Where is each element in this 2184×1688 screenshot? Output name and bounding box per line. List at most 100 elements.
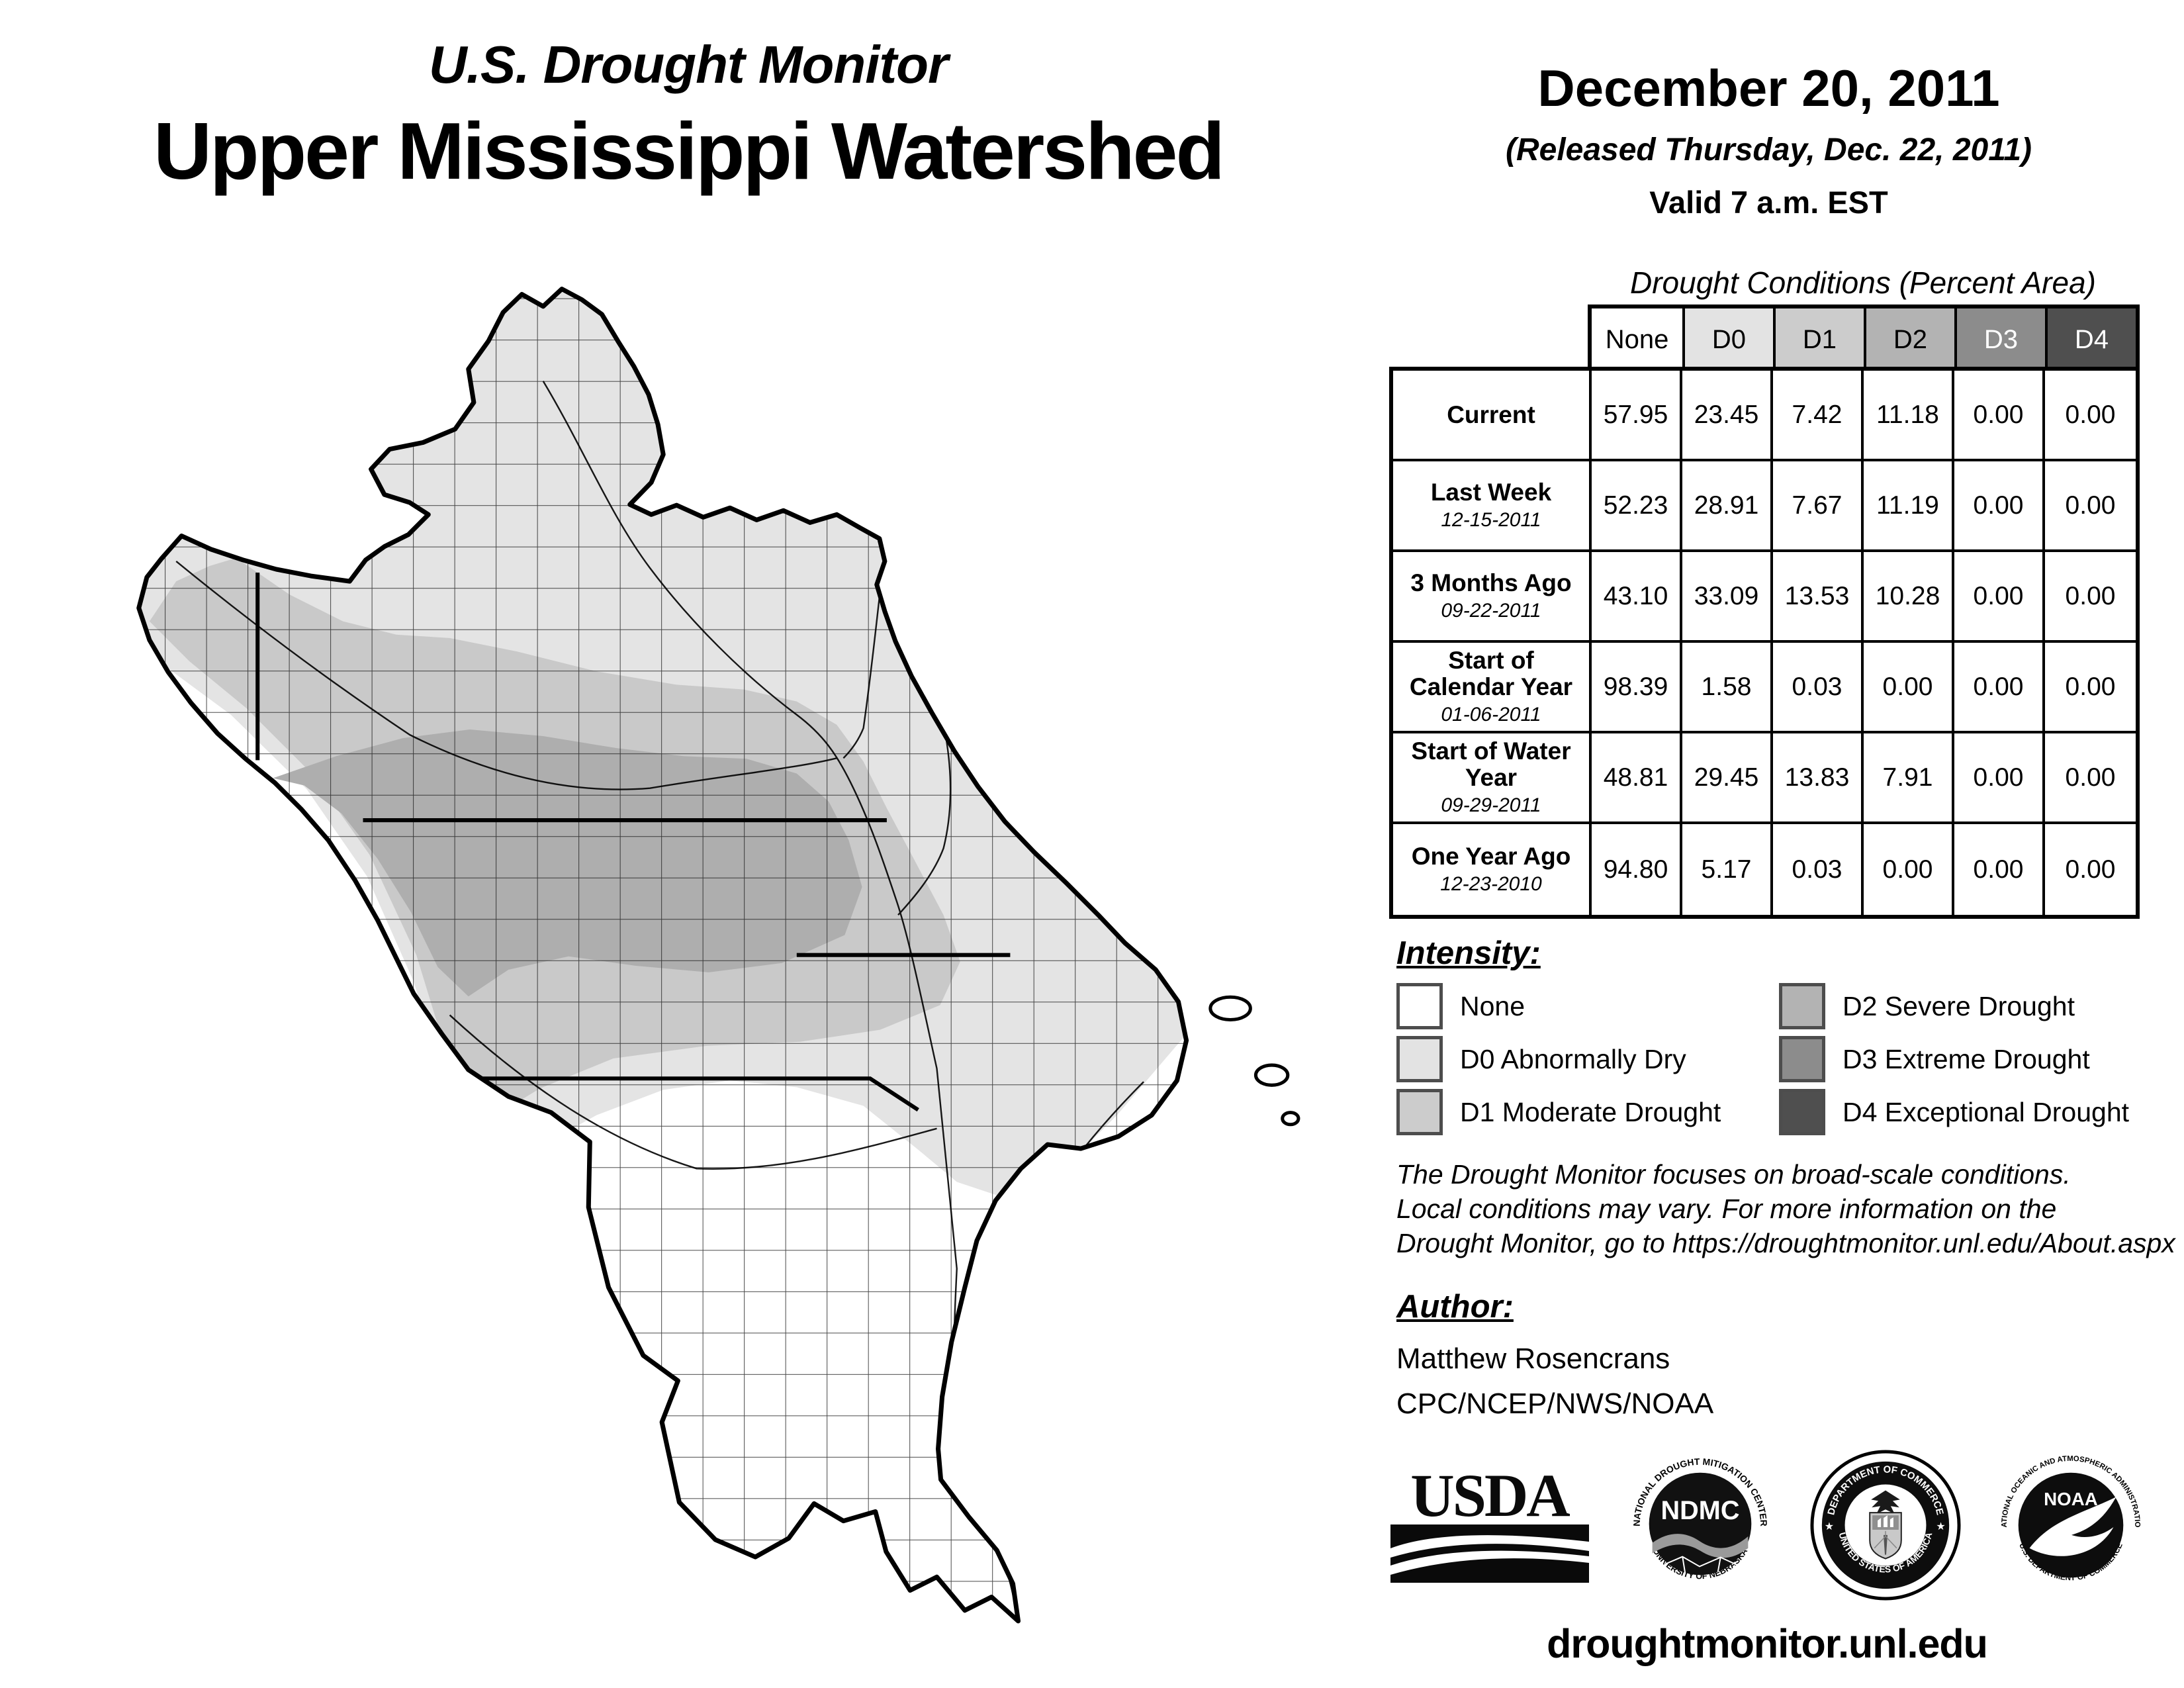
table-value: 7.91: [1864, 733, 1954, 824]
table-value: 0.00: [2045, 733, 2136, 824]
d4-swatch: [1779, 1089, 1825, 1135]
doc-star-right-icon: ★: [1936, 1521, 1945, 1532]
row-label-text: Start of Water Year: [1411, 737, 1571, 791]
table-value: 43.10: [1592, 552, 1682, 643]
legend-label: D0 Abnormally Dry: [1460, 1043, 1686, 1074]
table-value: 0.00: [1954, 371, 2045, 461]
commerce-seal-logo: DEPARTMENT OF COMMERCE UNITED STATES OF …: [1810, 1449, 1961, 1601]
table-value: 0.00: [2045, 643, 2136, 733]
table-value: 0.03: [1773, 643, 1864, 733]
table-value: 0.00: [1954, 733, 2045, 824]
legend-item-d3: D3 Extreme Drought: [1779, 1036, 2129, 1082]
minnesota-river: [175, 560, 837, 790]
table-value: 0.00: [2045, 461, 2136, 552]
footer-url: droughtmonitor.unl.edu: [1547, 1621, 1988, 1666]
disclaimer-text: The Drought Monitor focuses on broad-sca…: [1396, 1157, 2177, 1260]
row-label-one-year-ago: One Year Ago 12-23-2010: [1393, 824, 1592, 915]
row-label-date: 01-06-2011: [1441, 704, 1541, 726]
noaa-logo: NATIONAL OCEANIC AND ATMOSPHERIC ADMINIS…: [1995, 1450, 2146, 1600]
legend-label: D2 Severe Drought: [1843, 990, 2075, 1021]
table-value: 0.00: [2045, 824, 2136, 915]
table-value: 13.53: [1773, 552, 1864, 643]
row-label-text: Last Week: [1430, 478, 1552, 506]
table-value: 13.83: [1773, 733, 1864, 824]
table-value: 0.00: [1954, 824, 2045, 915]
table-value: 0.00: [2045, 371, 2136, 461]
legend-title: Intensity:: [1396, 935, 1541, 971]
legend-item-d4: D4 Exceptional Drought: [1779, 1089, 2130, 1135]
table-value: 23.45: [1682, 371, 1773, 461]
legend-label: D1 Moderate Drought: [1460, 1096, 1721, 1127]
row-label-last-week: Last Week 12-15-2011: [1393, 461, 1592, 552]
table-value: 0.00: [1864, 643, 1954, 733]
disclaimer-line: Drought Monitor, go to https://droughtmo…: [1396, 1228, 2175, 1258]
table-value: 0.03: [1773, 824, 1864, 915]
table-value: 11.18: [1864, 371, 1954, 461]
ndmc-logo-text: NDMC: [1661, 1496, 1740, 1525]
legend-label: None: [1460, 990, 1525, 1021]
agency-logos: USDA NATIONAL DROUGHT MITIGATION CENTER …: [1388, 1447, 2146, 1603]
table-col-d1: D1: [1773, 308, 1864, 371]
d2-swatch: [1779, 983, 1825, 1029]
watershed-islands: [1208, 995, 1300, 1127]
legend-column-left: None D0 Abnormally Dry D1 Moderate Droug…: [1396, 983, 1721, 1135]
st-croix-river: [842, 561, 885, 759]
row-label-text: 3 Months Ago: [1410, 569, 1572, 596]
table-value: 33.09: [1682, 552, 1773, 643]
usda-logo-text: USDA: [1410, 1461, 1570, 1529]
doc-eagle-icon: [1869, 1489, 1902, 1560]
row-label-date: 12-23-2010: [1440, 873, 1542, 896]
table-col-d4: D4: [2045, 308, 2136, 371]
table-col-none: None: [1592, 308, 1682, 371]
row-label-date: 12-15-2011: [1441, 509, 1541, 532]
table-value: 0.00: [1954, 461, 2045, 552]
table-value: 11.19: [1864, 461, 1954, 552]
legend-label: D4 Exceptional Drought: [1843, 1096, 2130, 1127]
legend-item-none: None: [1396, 983, 1721, 1029]
noaa-logo-text: NOAA: [2044, 1489, 2098, 1509]
table-col-d0: D0: [1682, 308, 1773, 371]
ndmc-wave-icon: [1652, 1533, 1749, 1558]
table-value: 10.28: [1864, 552, 1954, 643]
table-col-d2: D2: [1864, 308, 1954, 371]
table-value: 1.58: [1682, 643, 1773, 733]
table-col-d3: D3: [1954, 308, 2045, 371]
row-label-date: 09-29-2011: [1441, 794, 1541, 817]
row-label-text: Current: [1447, 400, 1535, 428]
doc-star-left-icon: ★: [1825, 1521, 1834, 1532]
d1-swatch: [1396, 1089, 1443, 1135]
author-heading: Author:: [1396, 1289, 1514, 1325]
date-block: December 20, 2011 (Released Thursday, De…: [1393, 58, 2144, 220]
table-value: 28.91: [1682, 461, 1773, 552]
row-label-3-months-ago: 3 Months Ago 09-22-2011: [1393, 552, 1592, 643]
author-organization: CPC/NCEP/NWS/NOAA: [1396, 1387, 1714, 1420]
title-block: U.S. Drought Monitor Upper Mississippi W…: [46, 34, 1330, 197]
table-value: 94.80: [1592, 824, 1682, 915]
author-name: Matthew Rosencrans: [1396, 1342, 1670, 1375]
table-value: 48.81: [1592, 733, 1682, 824]
row-label-start-calendar-year: Start of Calendar Year 01-06-2011: [1393, 643, 1592, 733]
legend-item-d1: D1 Moderate Drought: [1396, 1089, 1721, 1135]
table-value: 7.67: [1773, 461, 1864, 552]
table-title: Drought Conditions (Percent Area): [1630, 265, 2096, 300]
des-moines-river: [449, 1014, 937, 1170]
noaa-seabird-icon: [2029, 1496, 2116, 1556]
region-title: Upper Mississippi Watershed: [153, 106, 1225, 196]
valid-time: Valid 7 a.m. EST: [1649, 185, 1888, 220]
table-value: 0.00: [1864, 824, 1954, 915]
table-value: 0.00: [2045, 552, 2136, 643]
table-value: 98.39: [1592, 643, 1682, 733]
drought-table-header: None D0 D1 D2 D3 D4: [1588, 305, 2140, 375]
row-label-date: 09-22-2011: [1441, 600, 1541, 622]
map-date: December 20, 2011: [1537, 59, 2000, 117]
table-value: 52.23: [1592, 461, 1682, 552]
release-date: (Released Thursday, Dec. 22, 2011): [1505, 132, 2032, 167]
usda-logo: USDA: [1388, 1461, 1590, 1583]
program-title: U.S. Drought Monitor: [428, 35, 948, 94]
table-value: 57.95: [1592, 371, 1682, 461]
ia-mo-border: [469, 1076, 919, 1112]
legend-label: D3 Extreme Drought: [1843, 1043, 2090, 1074]
watershed-outline: [136, 287, 1189, 1624]
d0-swatch: [1396, 1036, 1443, 1082]
